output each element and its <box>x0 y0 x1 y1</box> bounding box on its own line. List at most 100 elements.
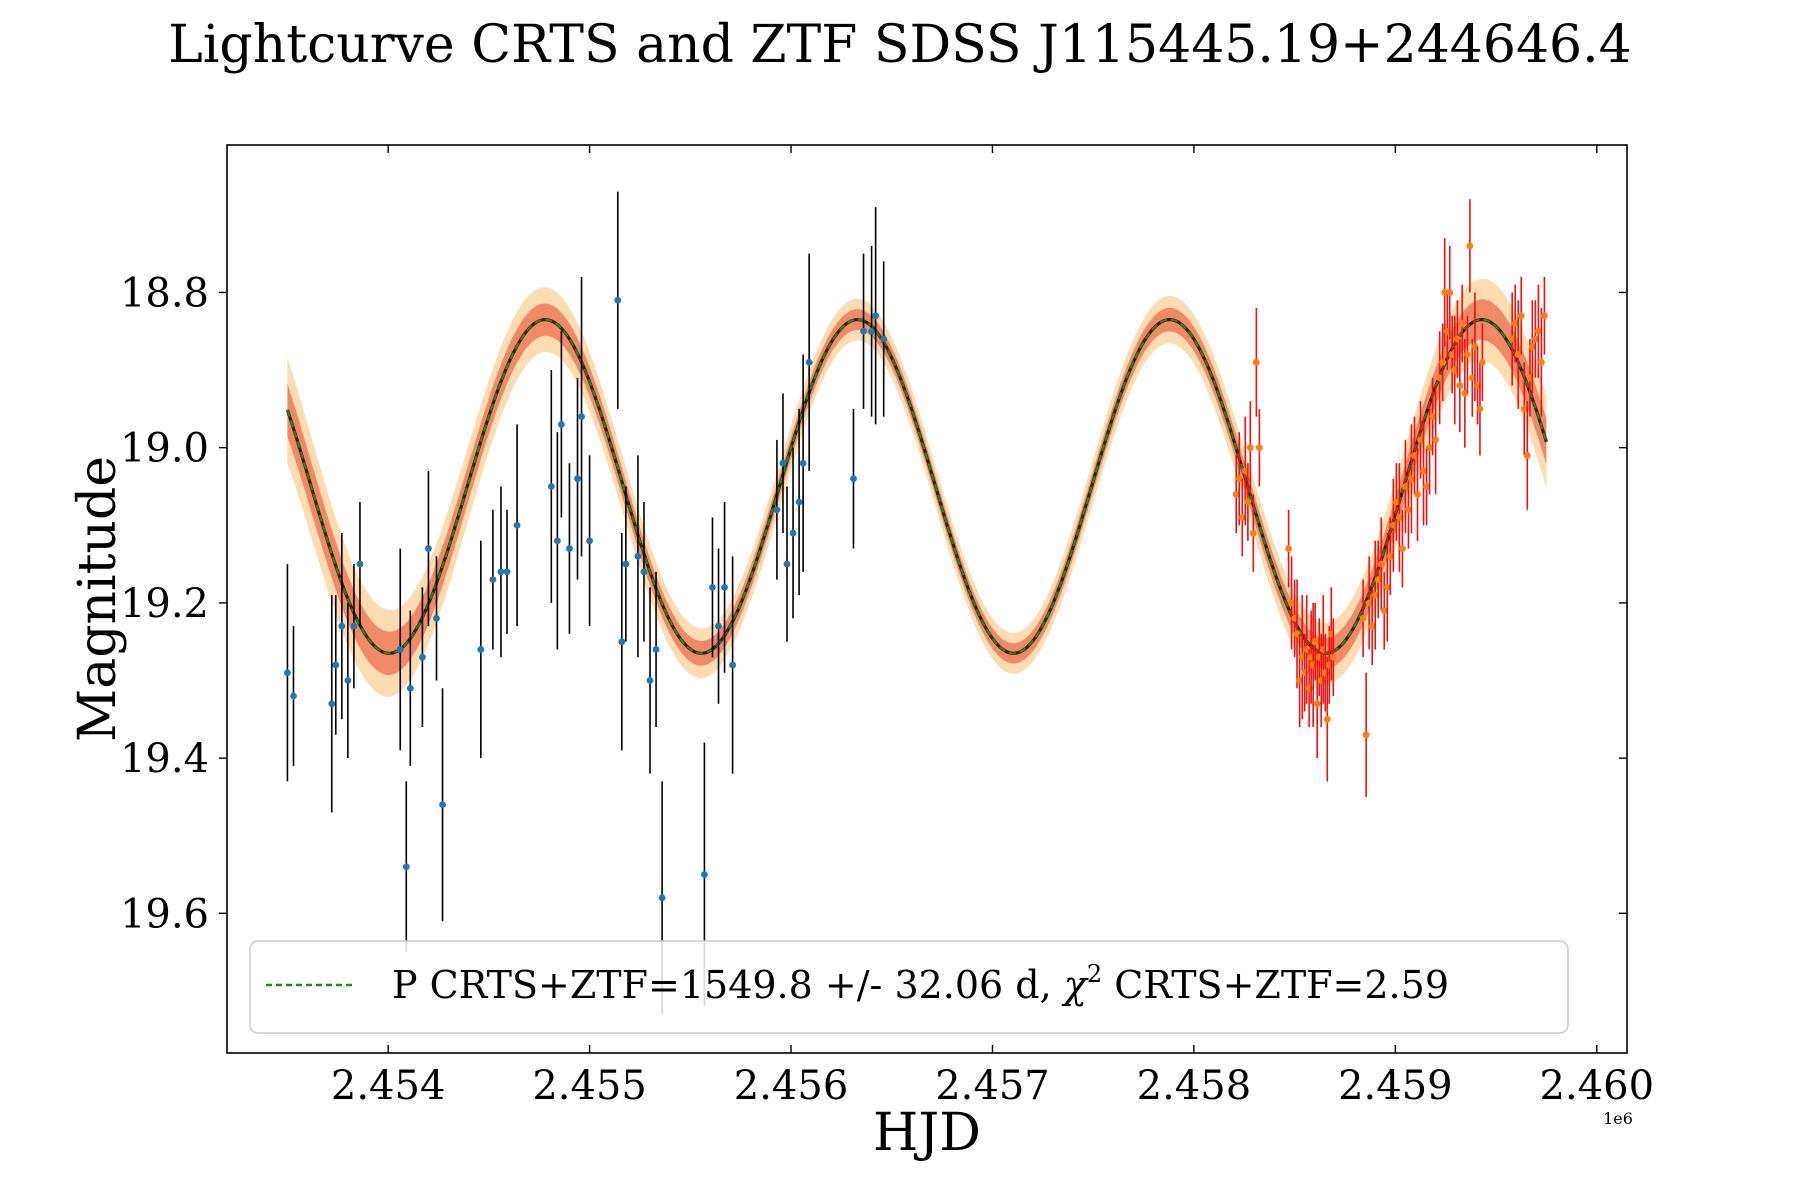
ztf-point <box>1232 490 1240 498</box>
crts-point <box>789 529 797 537</box>
ztf-point <box>1296 677 1304 684</box>
ztf-point <box>1235 475 1243 483</box>
crts-point <box>618 638 626 646</box>
ztf-point <box>1420 467 1427 475</box>
y-tick-label: 19.2 <box>120 581 209 627</box>
crts-point <box>328 700 336 708</box>
ztf-point <box>1511 320 1519 327</box>
ztf-point <box>1329 653 1337 661</box>
crts-point <box>795 498 803 506</box>
ztf-point <box>1398 545 1406 552</box>
ztf-point <box>1392 498 1400 506</box>
ztf-point <box>1241 467 1249 475</box>
model-curve-dashed <box>286 318 1548 655</box>
crts-point <box>701 871 708 878</box>
chart-title: Lightcurve CRTS and ZTF SDSS J115445.19+… <box>168 15 1632 75</box>
crts-point <box>332 661 340 669</box>
ztf-point <box>1456 382 1464 389</box>
y-tick-label: 18.8 <box>120 270 209 316</box>
crts-point <box>773 506 781 514</box>
ztf-point <box>1414 490 1421 498</box>
ztf-point <box>1380 607 1388 615</box>
ztf-point <box>1371 591 1379 599</box>
crts-point <box>574 475 581 483</box>
ztf-point <box>1464 351 1471 358</box>
ztf-point <box>1383 583 1391 591</box>
crts-point <box>709 583 716 591</box>
crts-point <box>338 622 346 630</box>
ztf-point <box>1514 351 1522 358</box>
ztf-point <box>1441 289 1449 296</box>
crts-point <box>721 583 728 591</box>
crts-point <box>418 653 426 661</box>
ztf-point <box>1528 343 1536 351</box>
crts-point <box>477 646 485 653</box>
ztf-point <box>1432 436 1440 444</box>
ztf-point <box>1368 622 1376 630</box>
crts-point <box>783 560 791 568</box>
ztf-series <box>1232 199 1548 797</box>
ztf-point <box>1468 374 1476 382</box>
ztf-point <box>1531 335 1539 343</box>
ztf-point <box>1417 436 1424 444</box>
x-axis-offset-label: 1e6 <box>1603 1109 1633 1128</box>
legend-box <box>249 940 1569 1034</box>
crts-point <box>433 615 440 622</box>
crts-point <box>489 576 497 583</box>
ztf-point <box>1362 731 1370 739</box>
ztf-point <box>1246 444 1254 452</box>
plot-area <box>284 191 1548 1015</box>
x-tick-label: 2.459 <box>1338 1063 1453 1109</box>
crts-point <box>658 894 666 902</box>
crts-point <box>350 622 358 630</box>
ztf-point <box>1446 289 1454 296</box>
ztf-point <box>1313 700 1321 708</box>
ztf-point <box>1386 552 1394 560</box>
crts-point <box>402 863 410 871</box>
y-tick-label: 19.6 <box>120 891 209 937</box>
y-axis-label: Magnitude <box>68 456 128 742</box>
crts-point <box>652 646 660 653</box>
crts-point <box>729 661 737 669</box>
crts-point <box>614 296 622 304</box>
y-tick-label: 19.0 <box>120 426 209 472</box>
crts-point <box>799 459 807 467</box>
legend-label-tail: CRTS+ZTF=2.59 <box>1102 963 1449 1007</box>
crts-point <box>805 358 813 366</box>
crts-point <box>284 669 291 677</box>
crts-point <box>356 560 364 568</box>
ztf-point <box>1395 514 1403 521</box>
model-confidence-band-inner <box>287 299 1547 675</box>
crts-point <box>406 684 414 692</box>
crts-point <box>290 692 297 700</box>
crts-point <box>880 335 888 343</box>
ztf-point <box>1359 615 1367 622</box>
ztf-point <box>1244 498 1252 506</box>
x-tick-label: 2.460 <box>1540 1063 1655 1109</box>
ztf-point <box>1405 506 1412 514</box>
plot-frame <box>226 144 1628 1054</box>
x-tick-label: 2.457 <box>935 1063 1050 1109</box>
crts-series <box>284 191 888 1015</box>
crts-point <box>553 537 561 545</box>
ztf-point <box>1377 560 1385 568</box>
y-tick-label: 19.4 <box>120 736 209 782</box>
x-tick-label: 2.458 <box>1137 1063 1252 1109</box>
crts-point <box>715 622 722 630</box>
crts-point <box>646 677 654 684</box>
crts-point <box>868 327 876 335</box>
crts-point <box>779 459 787 467</box>
ztf-point <box>1523 452 1531 459</box>
legend-label-chi: χ <box>1061 963 1089 1007</box>
ztf-point <box>1238 514 1246 521</box>
crts-point <box>622 560 630 568</box>
crts-point <box>640 568 648 576</box>
legend-label: P CRTS+ZTF=1549.8 +/- 32.06 d, χ2 CRTS+Z… <box>392 960 1449 1007</box>
ztf-point <box>1471 343 1479 351</box>
ztf-point <box>1476 405 1484 413</box>
ztf-point <box>1374 576 1382 583</box>
ztf-point <box>1408 475 1415 483</box>
y-axis: 18.8 19.0 19.2 19.4 19.6 <box>120 270 1627 937</box>
ztf-point <box>1436 374 1444 382</box>
